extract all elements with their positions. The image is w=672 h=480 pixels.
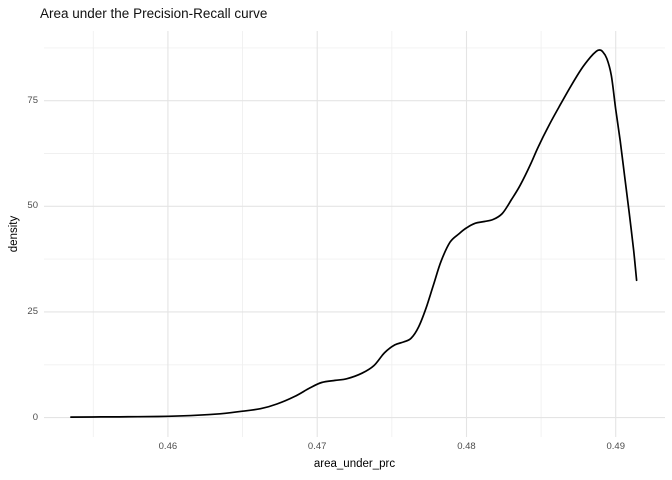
y-tick-label: 75 — [27, 94, 38, 106]
plot-svg — [44, 31, 665, 437]
x-tick-label: 0.49 — [606, 441, 625, 452]
density-curve — [70, 49, 638, 418]
y-tick-label: 0 — [32, 411, 38, 423]
x-axis-title: area_under_prc — [313, 458, 396, 470]
y-tick-label: 50 — [27, 200, 38, 212]
plot-panel — [44, 31, 665, 437]
plot-title: Area under the Precision-Recall curve — [40, 6, 268, 21]
x-tick-label: 0.47 — [307, 441, 327, 452]
y-tick-label: 25 — [27, 305, 38, 317]
x-tick-label: 0.46 — [158, 441, 178, 452]
x-tick-label: 0.48 — [457, 441, 476, 452]
